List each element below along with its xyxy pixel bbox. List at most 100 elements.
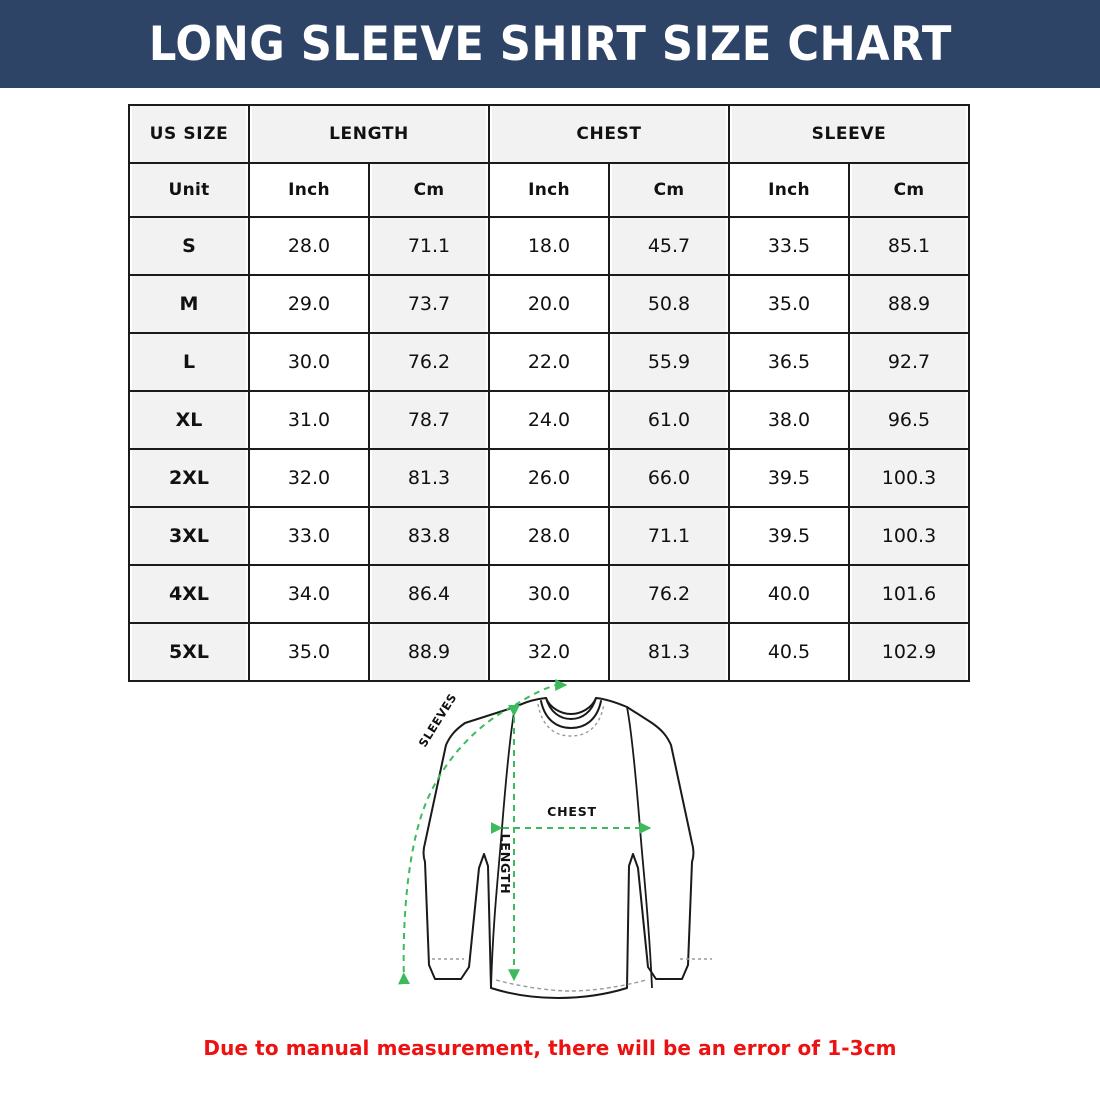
unit-header-label: Cm	[653, 180, 685, 200]
cell-sleeve-cm: 96.5	[848, 390, 970, 450]
cell-value: 85.1	[887, 235, 931, 257]
cell-value: 40.0	[767, 583, 811, 605]
unit-header-chest-inch: Inch	[488, 162, 610, 218]
cell-value: 5XL	[169, 641, 209, 663]
cell-sleeve-cm: 88.9	[848, 274, 970, 334]
cell-value: 39.5	[767, 525, 811, 547]
cell-value: 100.3	[881, 467, 937, 489]
cell-value: S	[182, 235, 196, 257]
cell-value: 71.1	[407, 235, 451, 257]
cell-chest-cm: 81.3	[608, 622, 730, 682]
cell-value: 92.7	[887, 351, 931, 373]
table-row: XL 31.0 78.7 24.0 61.0 38.0 96.5	[128, 390, 970, 450]
cell-chest-inch: 22.0	[488, 332, 610, 392]
length-measure-label: LENGTH	[498, 834, 513, 895]
cell-value: 61.0	[647, 409, 691, 431]
cell-value: 36.5	[767, 351, 811, 373]
cell-value: 32.0	[527, 641, 571, 663]
cell-chest-cm: 66.0	[608, 448, 730, 508]
table-row: L 30.0 76.2 22.0 55.9 36.5 92.7	[128, 332, 970, 392]
cell-sleeve-cm: 92.7	[848, 332, 970, 392]
unit-header-label: Cm	[893, 180, 925, 200]
cell-size: XL	[128, 390, 250, 450]
group-header-us-size: US SIZE	[128, 104, 250, 164]
cell-chest-inch: 32.0	[488, 622, 610, 682]
cell-length-inch: 33.0	[248, 506, 370, 566]
cell-value: 40.5	[767, 641, 811, 663]
table-row: 3XL 33.0 83.8 28.0 71.1 39.5 100.3	[128, 506, 970, 566]
table-row: 4XL 34.0 86.4 30.0 76.2 40.0 101.6	[128, 564, 970, 624]
cell-value: 38.0	[767, 409, 811, 431]
cell-value: 35.0	[287, 641, 331, 663]
unit-header-sleeve-inch: Inch	[728, 162, 850, 218]
cell-length-cm: 86.4	[368, 564, 490, 624]
cell-value: XL	[175, 409, 203, 431]
unit-header-chest-cm: Cm	[608, 162, 730, 218]
unit-header-label: Unit	[168, 180, 210, 200]
cell-sleeve-cm: 100.3	[848, 506, 970, 566]
cell-value: 28.0	[287, 235, 331, 257]
cell-chest-inch: 28.0	[488, 506, 610, 566]
group-header-length: LENGTH	[248, 104, 490, 164]
cell-value: 4XL	[169, 583, 209, 605]
cell-length-cm: 78.7	[368, 390, 490, 450]
table-row: 2XL 32.0 81.3 26.0 66.0 39.5 100.3	[128, 448, 970, 508]
unit-header-label: Cm	[413, 180, 445, 200]
cell-length-inch: 28.0	[248, 216, 370, 276]
cell-value: 96.5	[887, 409, 931, 431]
cell-length-inch: 31.0	[248, 390, 370, 450]
table-group-header-row: US SIZE LENGTH CHEST SLEEVE	[128, 104, 970, 164]
cell-length-cm: 83.8	[368, 506, 490, 566]
cell-chest-cm: 55.9	[608, 332, 730, 392]
cell-sleeve-inch: 39.5	[728, 506, 850, 566]
header-banner: LONG SLEEVE SHIRT SIZE CHART	[0, 0, 1100, 88]
cell-value: 30.0	[287, 351, 331, 373]
cell-value: 76.2	[407, 351, 451, 373]
cell-length-inch: 32.0	[248, 448, 370, 508]
cell-chest-cm: 50.8	[608, 274, 730, 334]
cell-value: 78.7	[407, 409, 451, 431]
size-chart-table-container: US SIZE LENGTH CHEST SLEEVE Unit Inch	[128, 104, 970, 682]
unit-header-sleeve-cm: Cm	[848, 162, 970, 218]
cell-chest-cm: 45.7	[608, 216, 730, 276]
cell-chest-cm: 76.2	[608, 564, 730, 624]
cell-value: 50.8	[647, 293, 691, 315]
unit-header-length-cm: Cm	[368, 162, 490, 218]
shirt-outline-icon	[422, 697, 695, 999]
cell-value: 3XL	[169, 525, 209, 547]
unit-header-length-inch: Inch	[248, 162, 370, 218]
cell-size: S	[128, 216, 250, 276]
cell-value: 24.0	[527, 409, 571, 431]
cell-sleeve-inch: 40.0	[728, 564, 850, 624]
cell-value: 22.0	[527, 351, 571, 373]
cell-value: 76.2	[647, 583, 691, 605]
unit-header-label: Inch	[288, 180, 330, 200]
cell-sleeve-cm: 102.9	[848, 622, 970, 682]
table-row: M 29.0 73.7 20.0 50.8 35.0 88.9	[128, 274, 970, 334]
cell-size: 4XL	[128, 564, 250, 624]
page-title: LONG SLEEVE SHIRT SIZE CHART	[148, 16, 952, 72]
table-row: 5XL 35.0 88.9 32.0 81.3 40.5 102.9	[128, 622, 970, 682]
cell-value: 73.7	[407, 293, 451, 315]
cell-value: 33.0	[287, 525, 331, 547]
cell-value: 32.0	[287, 467, 331, 489]
sleeve-measure-arrow	[398, 679, 568, 985]
cell-sleeve-inch: 33.5	[728, 216, 850, 276]
cell-chest-cm: 71.1	[608, 506, 730, 566]
cell-value: 30.0	[527, 583, 571, 605]
cell-value: 45.7	[647, 235, 691, 257]
cell-sleeve-cm: 85.1	[848, 216, 970, 276]
cell-chest-cm: 61.0	[608, 390, 730, 450]
group-header-sleeve: SLEEVE	[728, 104, 970, 164]
cell-value: 102.9	[881, 641, 937, 663]
group-header-label: CHEST	[576, 124, 642, 144]
cell-chest-inch: 20.0	[488, 274, 610, 334]
cell-sleeve-inch: 39.5	[728, 448, 850, 508]
cell-value: 2XL	[169, 467, 209, 489]
cell-length-cm: 73.7	[368, 274, 490, 334]
cell-sleeve-inch: 36.5	[728, 332, 850, 392]
collar-icon	[540, 697, 602, 730]
collar-stitch-icon	[537, 703, 605, 737]
hem-stitch-icon	[495, 979, 647, 992]
cell-value: 83.8	[407, 525, 451, 547]
